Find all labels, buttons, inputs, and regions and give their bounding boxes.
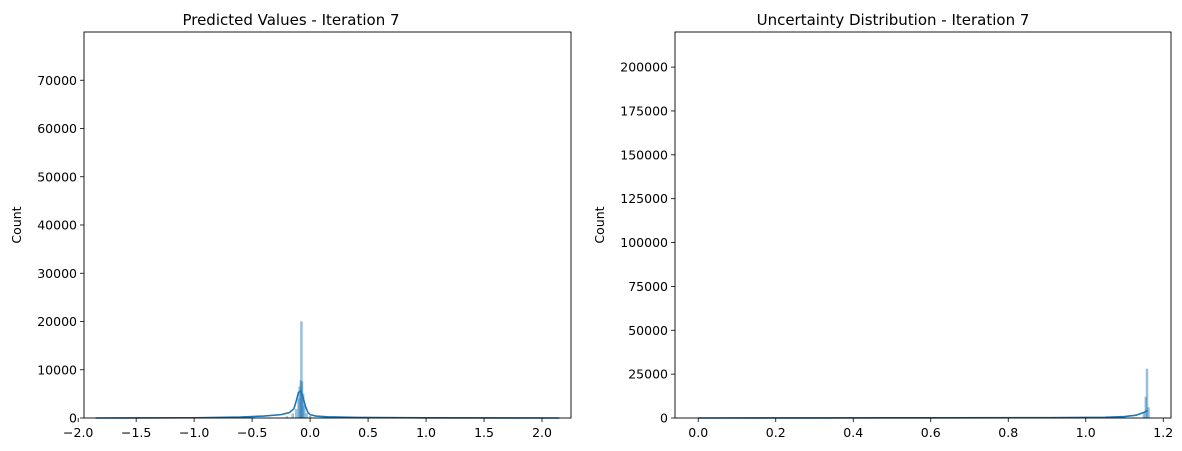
- x-axis: −2.0 −1.5 −1.0 −0.5 0.0 0.5 1.0 1.5 2.0: [63, 418, 552, 440]
- x-tick-label: 0.0: [300, 425, 320, 440]
- y-tick-label: 70000: [37, 73, 77, 88]
- histogram-bar: [305, 412, 308, 419]
- histogram-bar: [303, 405, 306, 419]
- y-tick-label: 50000: [628, 323, 668, 338]
- y-tick-label: 20000: [37, 314, 77, 329]
- kde-curve: [95, 389, 560, 419]
- x-tick-label: 1.5: [474, 425, 494, 440]
- x-tick-label: −1.5: [121, 425, 151, 440]
- y-tick-label: 0: [660, 411, 668, 426]
- y-tick-label: 40000: [37, 218, 77, 233]
- chart-title: Uncertainty Distribution - Iteration 7: [757, 11, 1030, 29]
- histogram-bar: [291, 413, 295, 419]
- kde-curve: [698, 409, 1149, 419]
- x-axis: 0.0 0.2 0.4 0.6 0.8 1.0 1.2: [688, 418, 1173, 440]
- y-tick-label: 50000: [37, 169, 77, 184]
- x-tick-label: 2.0: [532, 425, 552, 440]
- y-axis-label: Count: [9, 206, 24, 243]
- x-tick-label: 0.0: [688, 425, 708, 440]
- plot-frame: [674, 31, 1172, 419]
- chart-marks: [95, 321, 560, 419]
- x-tick-label: 0.6: [921, 425, 941, 440]
- x-tick-label: 1.2: [1153, 425, 1173, 440]
- histogram-bar: [294, 409, 298, 419]
- y-axis: 0 10000 20000 30000 40000 50000 60000 70000: [37, 73, 84, 426]
- chart-panel-uncertainty: Uncertainty Distribution - Iteration 7 0…: [592, 11, 1173, 440]
- x-tick-label: 1.0: [416, 425, 436, 440]
- y-tick-label: 150000: [620, 147, 668, 162]
- x-tick-label: 0.8: [998, 425, 1018, 440]
- x-tick-label: 1.0: [1076, 425, 1096, 440]
- y-tick-label: 30000: [37, 266, 77, 281]
- chart-panel-predicted-values: Predicted Values - Iteration 7 0 10000 200…: [9, 11, 572, 440]
- x-tick-label: −1.0: [179, 425, 209, 440]
- y-axis-label: Count: [592, 206, 607, 243]
- chart-title: Predicted Values - Iteration 7: [182, 11, 399, 29]
- y-tick-label: 175000: [620, 103, 668, 118]
- x-tick-label: −2.0: [63, 425, 93, 440]
- x-tick-label: 0.4: [843, 425, 863, 440]
- y-tick-label: 75000: [628, 279, 668, 294]
- x-tick-label: 0.5: [358, 425, 378, 440]
- chart-marks: [698, 368, 1150, 419]
- y-tick-label: 60000: [37, 121, 77, 136]
- y-tick-label: 10000: [37, 362, 77, 377]
- y-axis: 0 25000 50000 75000 100000 125000 150000 175000…: [620, 60, 675, 426]
- y-tick-label: 125000: [620, 191, 668, 206]
- histogram-bar: [1147, 407, 1150, 419]
- plot-frame: [83, 31, 572, 419]
- y-tick-label: 100000: [620, 235, 668, 250]
- x-tick-label: 0.2: [766, 425, 786, 440]
- y-tick-label: 0: [69, 411, 77, 426]
- x-tick-label: −0.5: [237, 425, 267, 440]
- y-tick-label: 25000: [628, 367, 668, 382]
- y-tick-label: 200000: [620, 60, 668, 75]
